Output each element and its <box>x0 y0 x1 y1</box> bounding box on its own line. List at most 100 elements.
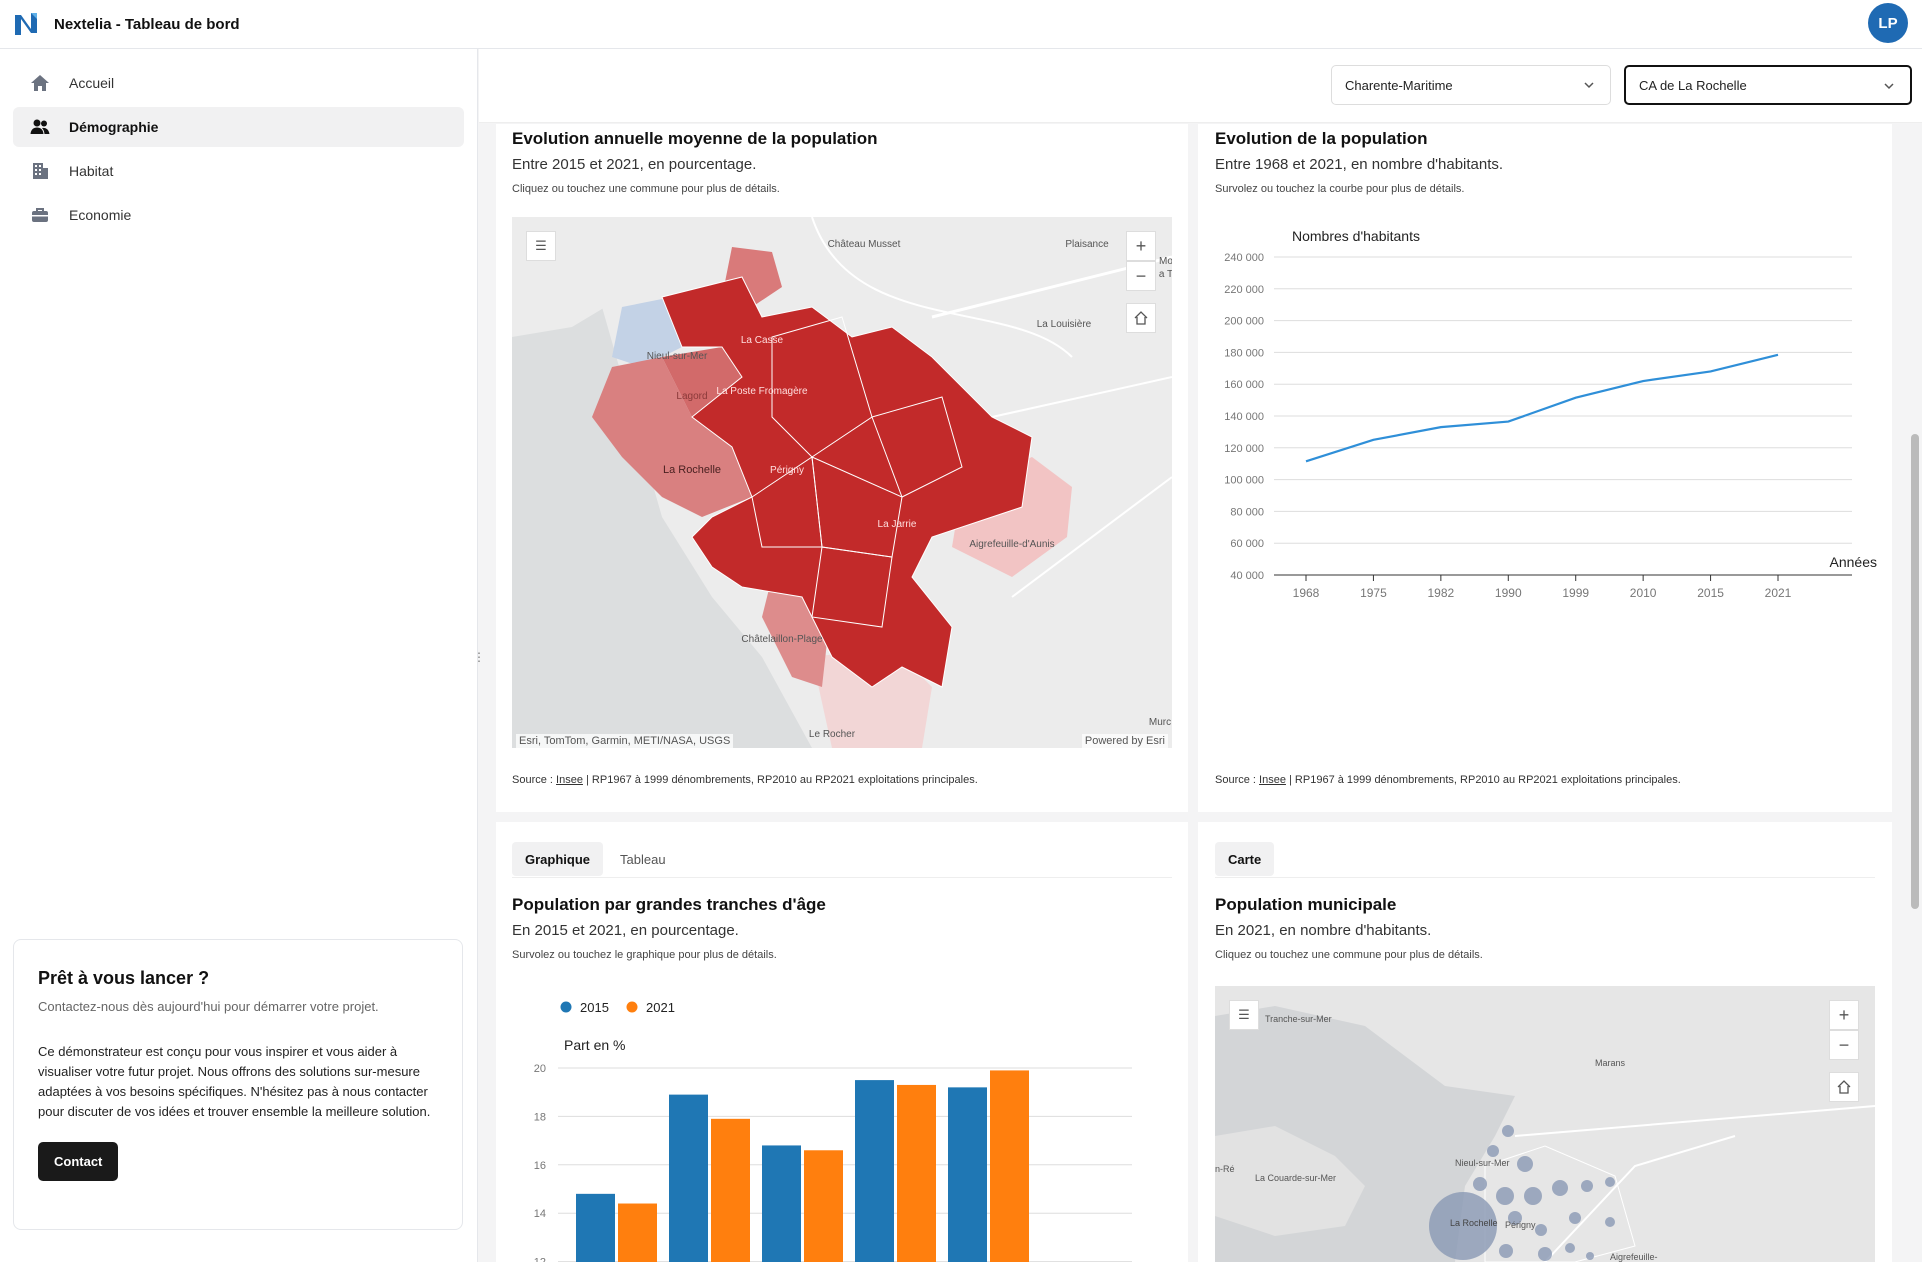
card-subtitle: Entre 2015 et 2021, en pourcentage. <box>512 156 757 173</box>
sidebar-item-economie[interactable]: Economie <box>13 195 464 235</box>
epci-select[interactable]: CA de La Rochelle <box>1624 65 1912 105</box>
map-label: La Rochelle <box>1450 1218 1498 1228</box>
y-tick-label: 120 000 <box>1224 443 1264 455</box>
tabs-divider <box>512 877 1172 878</box>
y-tick-label: 160 000 <box>1224 379 1264 391</box>
y-tick-label: 80 000 <box>1230 506 1264 518</box>
map-tabs: Carte <box>1215 842 1275 876</box>
map-label: n-Ré <box>1215 1164 1235 1174</box>
sidebar-item-demographie[interactable]: Démographie <box>13 107 464 147</box>
legend-label: 2021 <box>646 1000 675 1015</box>
population-point <box>1439 425 1443 429</box>
population-line-chart[interactable]: Nombres d'habitants 40 000 60 000 80 000 100… <box>1212 222 1882 742</box>
chevron-down-icon <box>1884 83 1894 90</box>
zoom-out-button[interactable]: − <box>1829 1030 1859 1060</box>
promo-card: Prêt à vous lancer ? Contactez-nous dès … <box>13 939 463 1230</box>
card-title: Evolution annuelle moyenne de la populat… <box>512 129 878 148</box>
users-icon <box>29 116 51 138</box>
x-tick-label: 2010 <box>1630 586 1657 600</box>
bar <box>669 1094 708 1262</box>
page-scrollbar[interactable] <box>1908 124 1922 1262</box>
bar <box>990 1070 1029 1262</box>
evolution-choropleth-map[interactable]: Château Musset Plaisance La Louisière Ni… <box>512 217 1172 748</box>
population-point <box>1641 379 1645 383</box>
contact-button[interactable]: Contact <box>38 1142 119 1181</box>
map-label: Marans <box>1595 1058 1626 1068</box>
bar <box>897 1084 936 1262</box>
tab-tableau[interactable]: Tableau <box>620 851 666 867</box>
map-label: Nieul-sur-Mer <box>1455 1158 1510 1168</box>
department-select[interactable]: Charente-Maritime <box>1331 65 1611 105</box>
user-avatar[interactable]: LP <box>1868 3 1908 43</box>
map-label: Mo <box>1159 256 1172 267</box>
map-label: Nieul-sur-Mer <box>647 351 708 362</box>
sidebar-item-label: Habitat <box>69 163 114 179</box>
home-view-button[interactable] <box>1126 303 1156 333</box>
map-canvas[interactable]: Tranche-sur-Mer Marans Nieul-sur-Mer La … <box>1215 986 1875 1262</box>
map-legend-button[interactable]: ☰ <box>526 231 556 261</box>
sidebar-item-label: Accueil <box>69 75 115 91</box>
population-point <box>1371 438 1375 442</box>
municipal-bubble-map[interactable]: Tranche-sur-Mer Marans Nieul-sur-Mer La … <box>1215 986 1875 1262</box>
card-title: Population municipale <box>1215 895 1397 914</box>
map-label: La Poste Fromagère <box>716 386 808 397</box>
card-hint: Cliquez ou touchez une commune pour plus… <box>1215 949 1483 961</box>
sidebar-item-habitat[interactable]: Habitat <box>13 151 464 191</box>
map-label: La Casse <box>741 335 784 346</box>
chart-tabs: Graphique Tableau <box>512 842 679 876</box>
chevron-down-icon <box>1584 82 1594 89</box>
map-label: a T <box>1159 269 1172 280</box>
x-tick-label: 1968 <box>1293 586 1320 600</box>
insee-link[interactable]: Insee <box>1259 774 1286 786</box>
population-line-card: Evolution de la population Entre 1968 et… <box>1198 124 1892 812</box>
bar <box>618 1203 657 1262</box>
map-label: La Rochelle <box>663 464 721 476</box>
insee-link[interactable]: Insee <box>556 774 583 786</box>
sidebar-nav: Accueil Démographie Habitat Economie <box>0 49 477 235</box>
home-view-button[interactable] <box>1829 1072 1859 1102</box>
home-icon <box>1837 1080 1851 1094</box>
bar <box>711 1118 750 1262</box>
card-hint: Survolez ou touchez le graphique pour pl… <box>512 949 777 961</box>
map-label: Châtelaillon-Plage <box>741 634 823 645</box>
y-tick-label: 240 000 <box>1224 252 1264 264</box>
promo-body: Ce démonstrateur est conçu pour vous ins… <box>38 1044 431 1119</box>
y-tick-label: 180 000 <box>1224 347 1264 359</box>
population-point <box>1506 420 1510 424</box>
card-hint: Cliquez ou touchez une commune pour plus… <box>512 183 780 195</box>
map-label: Plaisance <box>1065 239 1109 250</box>
y-tick-label: 18 <box>534 1111 546 1123</box>
map-label: La Couarde-sur-Mer <box>1255 1173 1336 1183</box>
y-tick-label: 60 000 <box>1230 538 1264 550</box>
tab-graphique[interactable]: Graphique <box>512 842 604 876</box>
promo-subtitle: Contactez-nous dès aujourd'hui pour déma… <box>38 999 379 1014</box>
sidebar-resize-handle[interactable]: ⋮ <box>473 650 485 664</box>
map-label: Aigrefeuille- <box>1610 1252 1658 1262</box>
population-point <box>1574 396 1578 400</box>
map-label: Murc <box>1149 717 1171 728</box>
tab-carte[interactable]: Carte <box>1215 842 1275 876</box>
population-bubbles[interactable] <box>1429 1125 1615 1261</box>
bar <box>762 1145 801 1262</box>
sidebar-item-accueil[interactable]: Accueil <box>13 63 464 103</box>
population-point <box>1776 353 1780 357</box>
card-subtitle: Entre 1968 et 2021, en nombre d'habitant… <box>1215 156 1504 173</box>
map-legend-button[interactable]: ☰ <box>1229 1000 1259 1030</box>
card-title: Population par grandes tranches d'âge <box>512 895 826 914</box>
top-bar: Nextelia - Tableau de bord LP <box>0 0 1922 49</box>
department-value: Charente-Maritime <box>1345 77 1453 93</box>
zoom-in-button[interactable]: + <box>1126 231 1156 261</box>
nextelia-logo[interactable] <box>12 10 40 38</box>
map-label: Périgny <box>770 465 804 476</box>
zoom-in-button[interactable]: + <box>1829 1000 1859 1030</box>
legend-marker <box>560 1001 572 1013</box>
x-tick-label: 1982 <box>1428 586 1455 600</box>
map-canvas[interactable]: Château Musset Plaisance La Louisière Ni… <box>512 217 1172 748</box>
y-tick-label: 220 000 <box>1224 284 1264 296</box>
y-tick-label: 16 <box>534 1160 546 1172</box>
y-tick-label: 100 000 <box>1224 475 1264 487</box>
map-attribution: Esri, TomTom, Garmin, METI/NASA, USGS <box>516 734 734 748</box>
age-bar-chart[interactable]: 2015 2021 Part en % 12 14 16 18 20 <box>512 990 1172 1262</box>
zoom-out-button[interactable]: − <box>1126 261 1156 291</box>
scrollbar-thumb[interactable] <box>1911 434 1919 909</box>
